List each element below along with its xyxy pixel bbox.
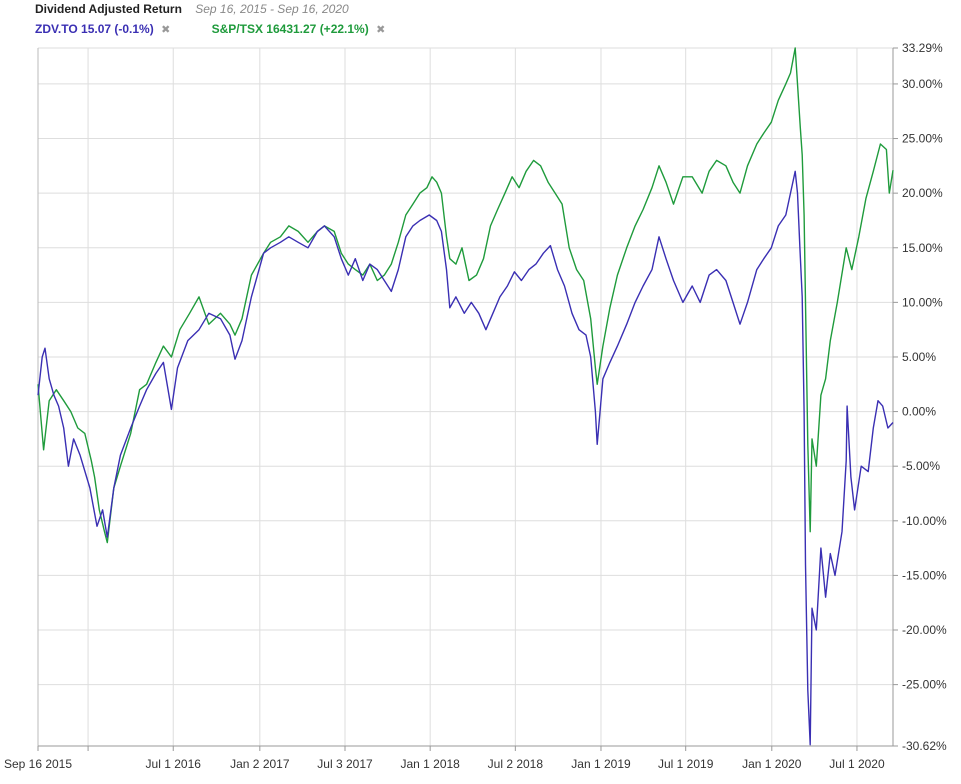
legend-entry-tsx: S&P/TSX 16431.27 (+22.1%)	[211, 22, 369, 36]
y-tick-label: -5.00%	[902, 459, 940, 473]
x-tick-label: Jul 2 2018	[488, 757, 544, 771]
legend-entry-zdv: ZDV.TO 15.07 (-0.1%)	[35, 22, 154, 36]
y-tick-label: 0.00%	[902, 405, 936, 419]
y-tick-label: -25.00%	[902, 678, 947, 692]
series-line-zdv	[37, 170, 894, 746]
x-tick-label: Jul 1 2019	[658, 757, 714, 771]
series-line-tsx	[37, 47, 894, 544]
x-tick-label: Jul 1 2020	[829, 757, 885, 771]
chart-header: Dividend Adjusted Return Sep 16, 2015 - …	[35, 2, 349, 16]
y-tick-label: -15.00%	[902, 568, 947, 582]
chart-title: Dividend Adjusted Return	[35, 2, 182, 16]
y-tick-label: 33.29%	[902, 41, 943, 55]
x-tick-label: Jul 1 2016	[146, 757, 202, 771]
y-tick-label: 20.00%	[902, 186, 943, 200]
y-tick-label: 25.00%	[902, 132, 943, 146]
chart-date-range: Sep 16, 2015 - Sep 16, 2020	[195, 2, 349, 16]
y-tick-label: 30.00%	[902, 77, 943, 91]
y-tick-label: -10.00%	[902, 514, 947, 528]
x-tick-label: Jan 1 2018	[400, 757, 460, 771]
x-tick-label: Jul 3 2017	[317, 757, 373, 771]
remove-series-tsx-icon[interactable]: ✖	[376, 24, 386, 36]
remove-series-zdv-icon[interactable]: ✖	[161, 24, 171, 36]
y-tick-label: -30.62%	[902, 739, 947, 753]
x-tick-label: Jan 2 2017	[230, 757, 290, 771]
x-tick-label: Jan 1 2020	[742, 757, 802, 771]
chart-legend: ZDV.TO 15.07 (-0.1%) ✖ S&P/TSX 16431.27 …	[35, 22, 423, 36]
y-tick-label: -20.00%	[902, 623, 947, 637]
x-tick-label: Sep 16 2015	[4, 757, 72, 771]
x-tick-label: Jan 1 2019	[571, 757, 631, 771]
y-tick-label: 10.00%	[902, 295, 943, 309]
y-tick-label: 5.00%	[902, 350, 936, 364]
y-tick-label: 15.00%	[902, 241, 943, 255]
